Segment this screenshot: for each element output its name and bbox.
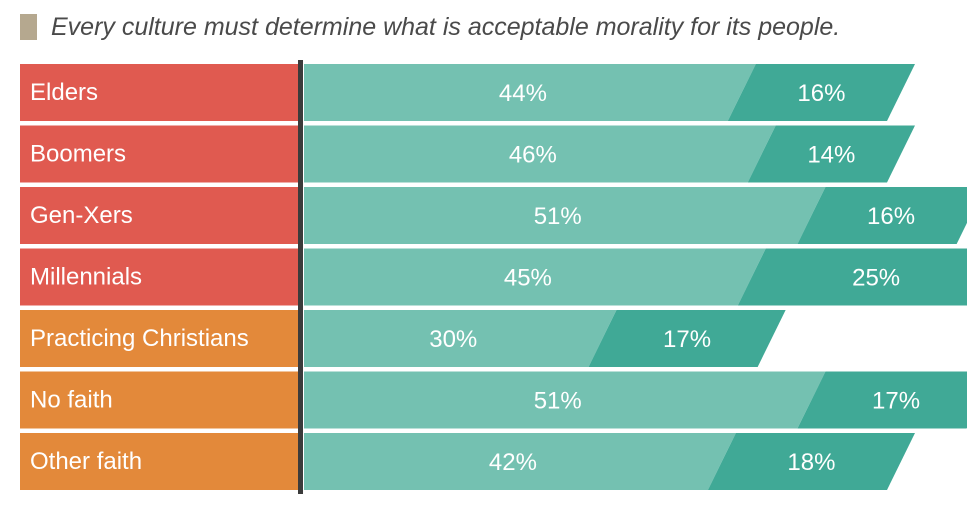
bar-segment-1 [304,433,736,490]
category-label: Other faith [30,448,142,475]
value-label-segment-2: 17% [663,326,711,353]
value-label-segment-2: 16% [797,80,845,107]
category-label-box [20,310,300,367]
value-label-segment-1: 45% [504,264,552,291]
category-label-box [20,371,300,429]
category-label-box [20,187,300,244]
value-label-segment-1: 46% [509,141,557,168]
category-label: No faith [30,386,113,413]
bar-segment-1 [304,248,766,306]
category-label: Gen-Xers [30,202,133,229]
value-label-segment-2: 16% [867,203,915,230]
category-label: Millennials [30,263,142,290]
value-label-segment-2: 14% [807,141,855,168]
title-swatch [20,14,37,40]
chart-title: Every culture must determine what is acc… [51,12,841,41]
bar-segment-1 [304,125,776,183]
category-label-box [20,125,300,183]
bar-segment-2 [727,64,915,121]
bar-segment-1 [304,310,617,367]
category-label: Practicing Christians [30,325,249,352]
bar-segment-2 [797,371,967,429]
value-label-segment-2: 18% [787,449,835,476]
value-label-segment-1: 51% [534,387,582,414]
bar-segment-2 [737,248,967,306]
value-label-segment-1: 30% [429,326,477,353]
category-label-box [20,433,300,490]
category-label: Boomers [30,140,126,167]
category-label-box [20,248,300,306]
bar-segment-2 [707,433,915,490]
bar-segment-2 [747,125,915,183]
value-label-segment-1: 51% [534,203,582,230]
value-label-segment-1: 42% [489,449,537,476]
bar-segment-2 [588,310,786,367]
category-label: Elders [30,79,98,106]
bar-segment-2 [797,187,967,244]
value-label-segment-1: 44% [499,80,547,107]
bar-segment-1 [304,64,756,121]
bar-segment-1 [304,187,826,244]
bar-segment-1 [304,371,826,429]
value-label-segment-2: 17% [872,387,920,414]
chart-title-row: Every culture must determine what is acc… [20,12,840,42]
value-label-segment-2: 25% [852,264,900,291]
category-label-box [20,64,300,121]
